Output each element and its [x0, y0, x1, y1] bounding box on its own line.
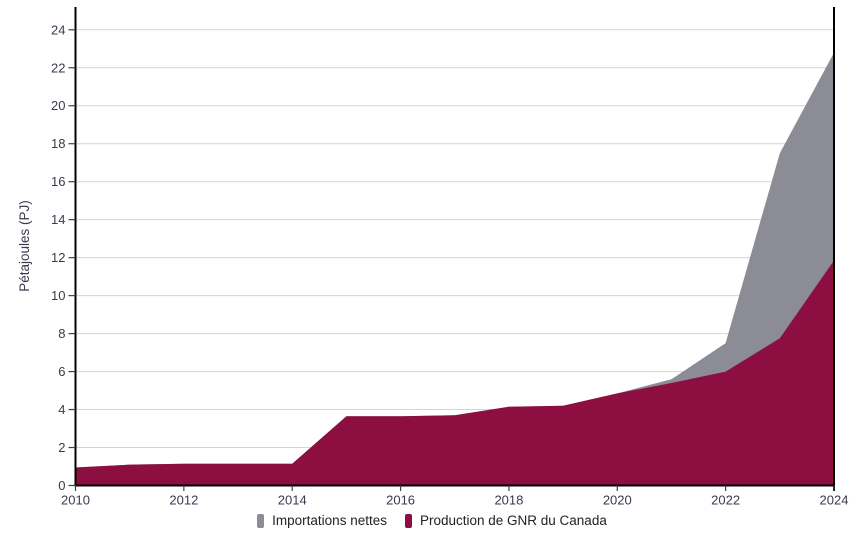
y-tick-label-18: 18	[51, 136, 65, 151]
y-tick-label-20: 20	[51, 98, 65, 113]
legend-item-importations-nettes[interactable]: Importations nettes	[257, 514, 387, 528]
y-tick-label-24: 24	[51, 22, 65, 37]
y-tick-label-8: 8	[58, 326, 65, 341]
y-tick-label-16: 16	[51, 174, 65, 189]
y-axis-title: Pétajoules (PJ)	[17, 200, 32, 292]
legend: Importations nettes Production de GNR du…	[0, 514, 864, 528]
x-tick-label-2022: 2022	[711, 493, 740, 508]
area-series-layer	[75, 52, 834, 486]
y-tick-label-2: 2	[58, 440, 65, 455]
legend-label-production: Production de GNR du Canada	[419, 513, 607, 528]
x-tick-label-2014: 2014	[278, 493, 307, 508]
legend-label-importations: Importations nettes	[272, 513, 387, 528]
gridlines-layer	[75, 29, 834, 449]
x-tick-label-2018: 2018	[494, 493, 523, 508]
x-tick-label-2010: 2010	[61, 493, 90, 508]
y-tick-label-6: 6	[58, 364, 65, 379]
y-tick-label-4: 4	[58, 402, 65, 417]
legend-item-production-gnr[interactable]: Production de GNR du Canada	[404, 513, 607, 528]
x-tick-label-2024: 2024	[820, 493, 849, 508]
x-tick-label-2020: 2020	[603, 493, 632, 508]
y-tick-label-22: 22	[51, 60, 65, 75]
legend-marker-production-icon	[404, 514, 412, 528]
x-tick-label-2016: 2016	[386, 493, 415, 508]
x-tick-label-2012: 2012	[169, 493, 198, 508]
y-tick-label-14: 14	[51, 212, 65, 227]
y-tick-label-0: 0	[58, 478, 65, 493]
legend-marker-importations-icon	[257, 514, 265, 528]
area-production-gnr	[75, 260, 834, 486]
y-tick-label-12: 12	[51, 250, 65, 265]
y-tick-label-10: 10	[51, 288, 65, 303]
